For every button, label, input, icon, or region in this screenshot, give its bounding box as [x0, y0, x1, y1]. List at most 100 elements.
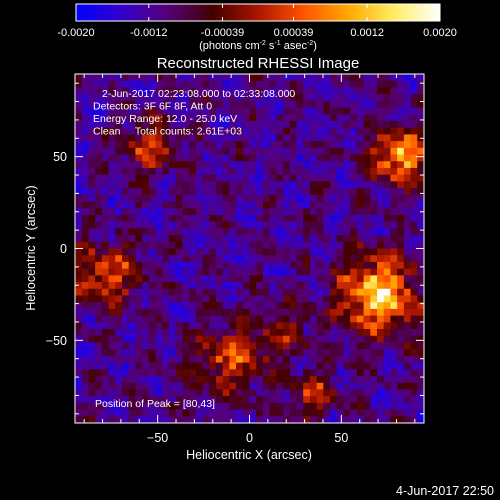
heatmap-cell [115, 208, 123, 216]
heatmap-cell [88, 268, 96, 276]
heatmap-cell [370, 241, 378, 249]
heatmap-cell [135, 329, 143, 337]
heatmap-cell [289, 120, 297, 129]
heatmap-cell [296, 194, 304, 202]
heatmap-cell [189, 94, 197, 102]
heatmap-cell [162, 308, 170, 317]
heatmap-cell [202, 127, 210, 135]
y-tick-label: −50 [46, 334, 67, 348]
heatmap-cell [296, 322, 304, 330]
heatmap-cell [81, 80, 89, 88]
heatmap-cell [276, 355, 284, 363]
heatmap-cell [403, 194, 411, 202]
heatmap-cell [283, 147, 291, 155]
heatmap-cell [175, 87, 183, 95]
heatmap-cell [356, 87, 364, 95]
heatmap-cell [370, 302, 378, 310]
heatmap-cell [283, 396, 291, 404]
heatmap-cell [309, 268, 318, 276]
heatmap-cell [276, 208, 284, 216]
heatmap-cell [262, 382, 271, 390]
heatmap-cell [242, 80, 250, 88]
heatmap-cell [202, 141, 210, 149]
heatmap-cell [121, 302, 130, 310]
heatmap-cell [403, 282, 411, 290]
heatmap-cell [121, 308, 130, 317]
heatmap-cell [101, 409, 109, 417]
heatmap-cell [309, 322, 318, 330]
heatmap-cell [162, 201, 170, 209]
heatmap-cell [148, 208, 156, 216]
heatmap-cell [356, 161, 364, 169]
heatmap-cell [323, 315, 331, 323]
heatmap-cell [148, 80, 156, 88]
heatmap-cell [128, 349, 136, 357]
heatmap-cell [309, 74, 318, 82]
heatmap-cell [155, 282, 163, 290]
heatmap-cell [115, 87, 123, 95]
heatmap-cell [142, 362, 150, 370]
heatmap-cell [363, 147, 371, 155]
heatmap-cell [283, 235, 291, 243]
heatmap-cell [330, 275, 338, 283]
heatmap-cell [410, 194, 418, 202]
heatmap-cell [215, 127, 224, 135]
heatmap-cell [101, 188, 109, 196]
heatmap-cell [101, 308, 109, 317]
heatmap-cell [296, 376, 304, 384]
heatmap-cell [95, 194, 103, 202]
heatmap-cell [128, 80, 136, 88]
heatmap-cell [222, 107, 230, 115]
heatmap-cell [108, 161, 116, 169]
heatmap-cell [101, 114, 109, 122]
heatmap-cell [383, 120, 391, 129]
heatmap-cell [229, 261, 237, 270]
heatmap-cell [128, 369, 136, 377]
colorbar-tick-label: 0.0020 [423, 27, 457, 39]
heatmap-cell [95, 167, 103, 176]
colorbar-tick-label: -0.00039 [201, 27, 244, 39]
heatmap-cell [242, 416, 250, 423]
heatmap-cell [383, 255, 391, 263]
heatmap-cell [222, 74, 230, 82]
heatmap-cell [289, 369, 297, 377]
heatmap-cell [175, 228, 183, 236]
heatmap-cell [356, 282, 364, 290]
heatmap-cell [128, 228, 136, 236]
heatmap-cell [202, 342, 210, 350]
heatmap-cell [390, 235, 398, 243]
heatmap-cell [296, 261, 304, 270]
heatmap-cell [148, 349, 156, 357]
heatmap-cell [296, 228, 304, 236]
heatmap-cell [182, 275, 190, 283]
heatmap-cell [175, 141, 183, 149]
heatmap-cell [189, 188, 197, 196]
heatmap-cell [168, 282, 177, 290]
heatmap-cell [168, 376, 177, 384]
heatmap-cell [269, 174, 277, 182]
heatmap-cell [303, 107, 311, 115]
heatmap-cell [377, 355, 385, 363]
heatmap-cell [256, 335, 264, 343]
heatmap-cell [108, 174, 116, 182]
heatmap-cell [195, 288, 203, 296]
heatmap-cell [195, 389, 203, 397]
heatmap-cell [330, 80, 338, 88]
heatmap-cell [215, 282, 224, 290]
heatmap-cell [121, 161, 130, 169]
heatmap-cell [417, 87, 424, 95]
heatmap-cell [75, 214, 83, 223]
heatmap-cell [336, 201, 344, 209]
heatmap-cell [142, 416, 150, 423]
heatmap-cell [162, 315, 170, 323]
heatmap-cell [303, 141, 311, 149]
heatmap-cell [209, 282, 217, 290]
heatmap-cell [202, 376, 210, 384]
heatmap-cell [75, 127, 83, 135]
heatmap-cell [249, 362, 257, 370]
heatmap-cell [95, 100, 103, 108]
heatmap-cell [168, 268, 177, 276]
heatmap-cell [323, 147, 331, 155]
heatmap-cell [75, 114, 83, 122]
heatmap-cell [410, 87, 418, 95]
